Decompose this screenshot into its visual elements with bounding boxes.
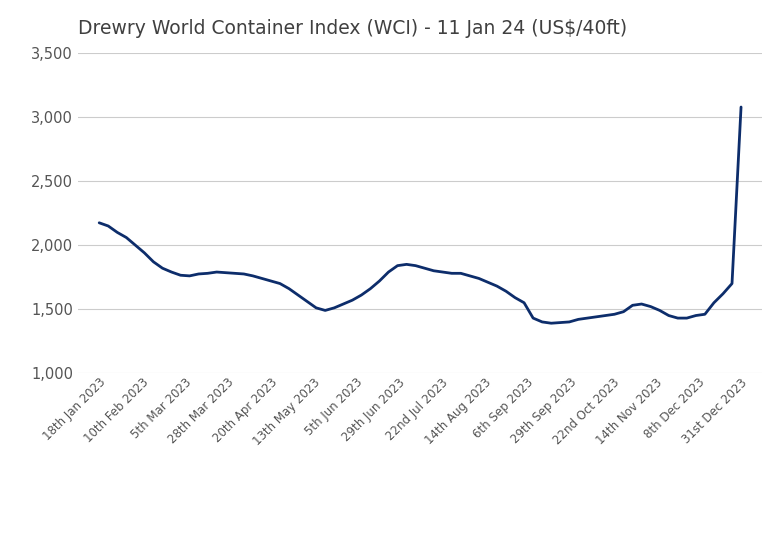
Text: Drewry World Container Index (WCI) - 11 Jan 24 (US$/40ft): Drewry World Container Index (WCI) - 11 … — [78, 19, 627, 38]
